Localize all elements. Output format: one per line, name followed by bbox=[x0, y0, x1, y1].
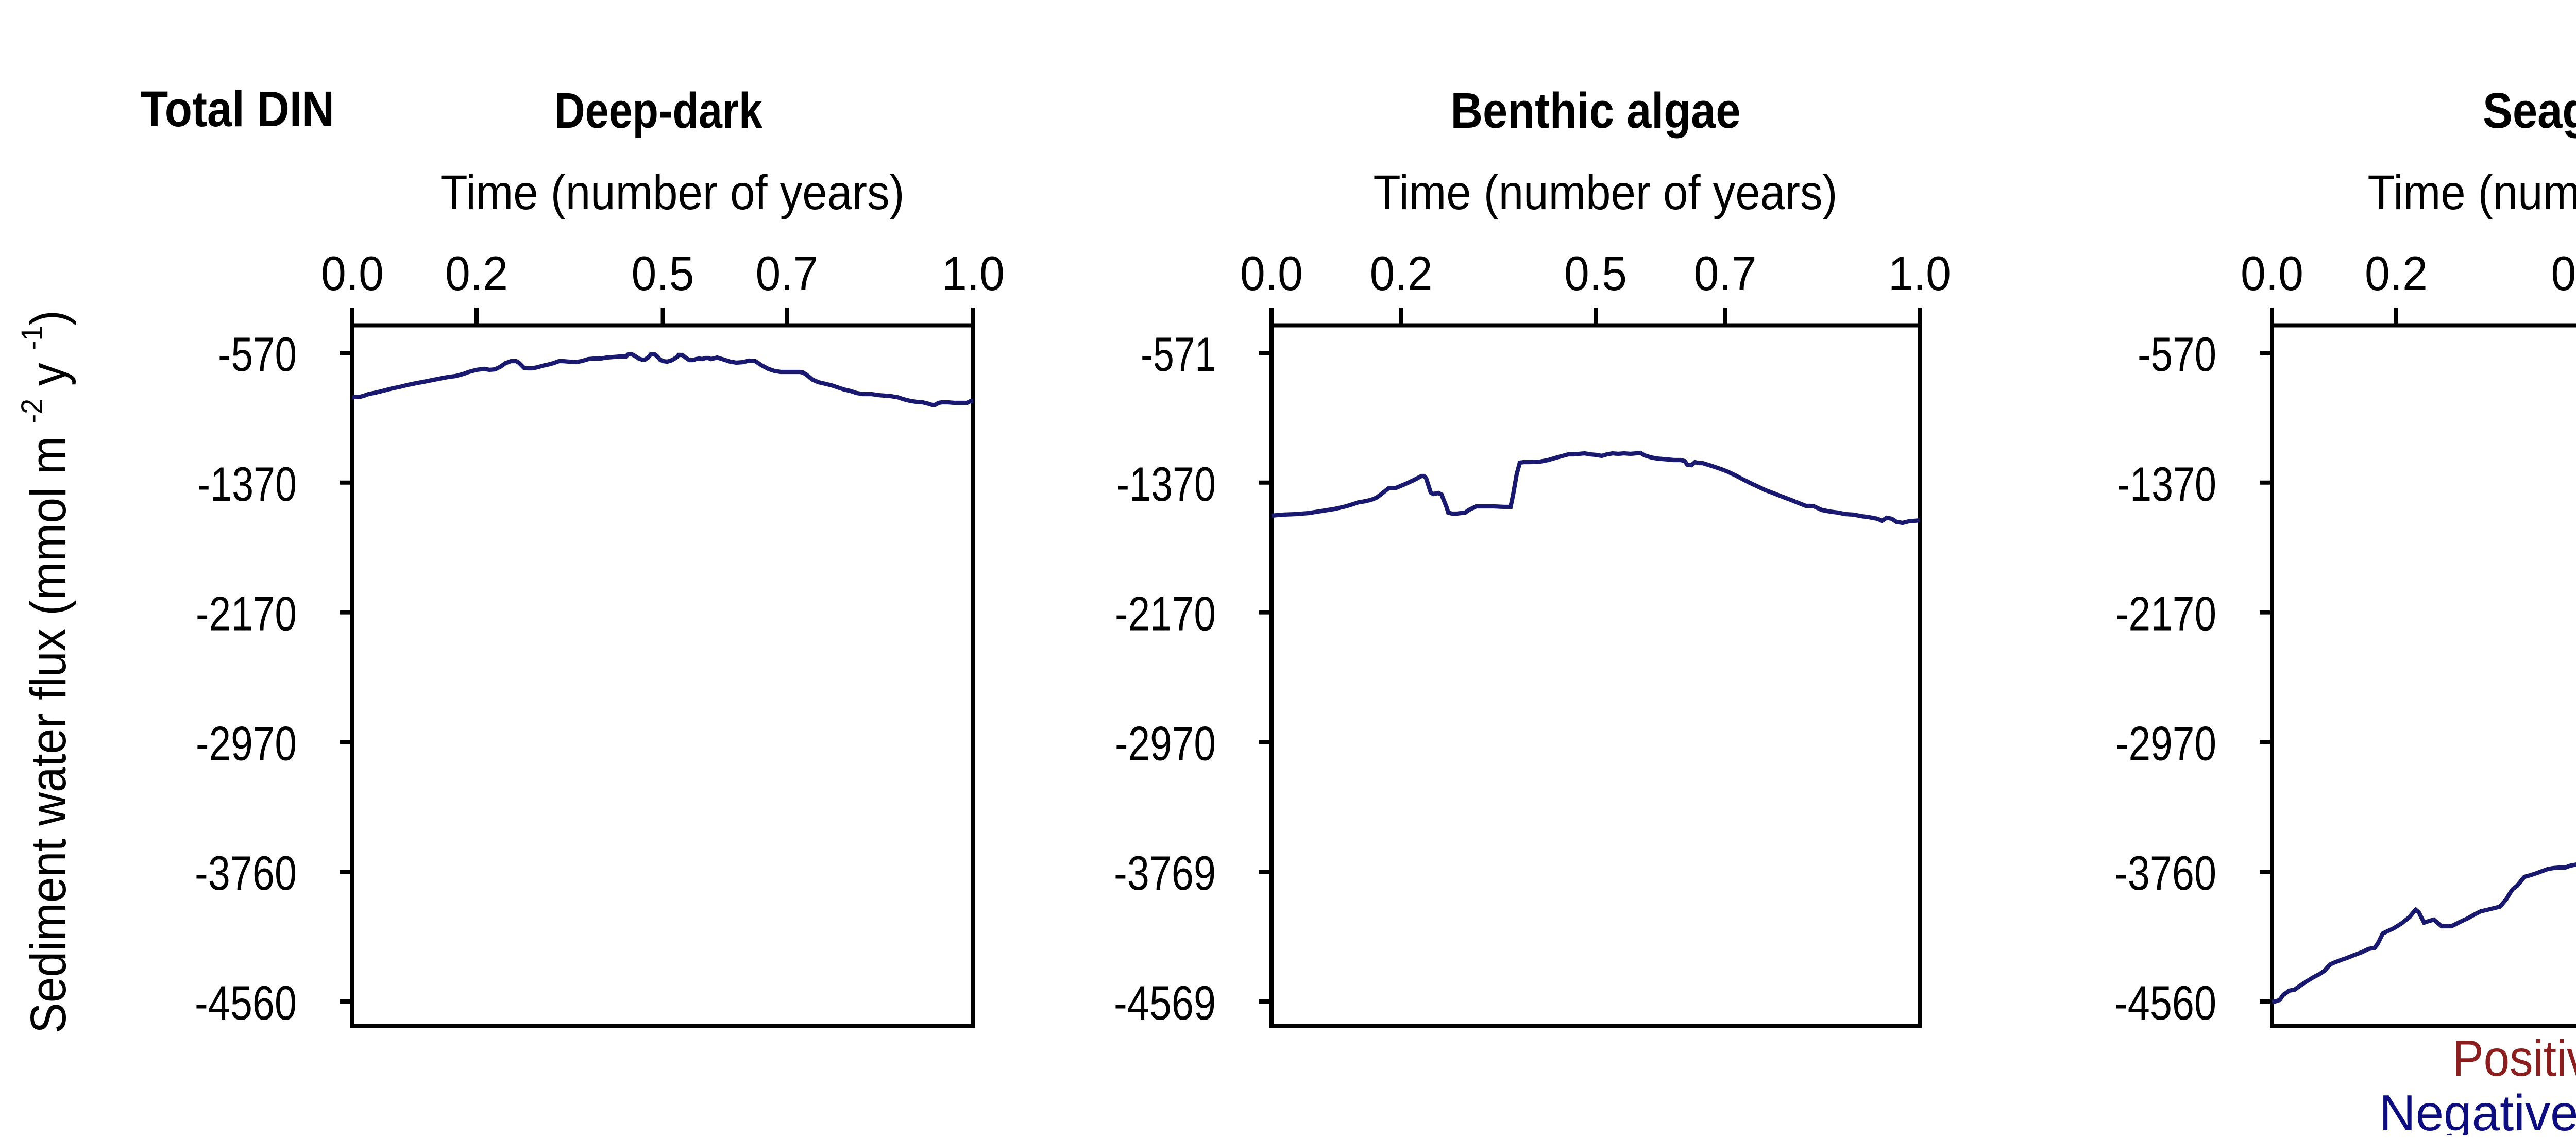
svg-text:-3769: -3769 bbox=[1114, 846, 1216, 900]
svg-text:0.2: 0.2 bbox=[1370, 246, 1433, 300]
svg-text:-1370: -1370 bbox=[197, 457, 297, 511]
svg-text:-2170: -2170 bbox=[1115, 587, 1216, 641]
svg-text:Seagrass: Seagrass bbox=[2483, 82, 2576, 139]
svg-text:-2970: -2970 bbox=[2115, 716, 2216, 770]
svg-text:Positive = into sediment: Positive = into sediment bbox=[2452, 1030, 2576, 1086]
svg-text:Time (number of years): Time (number of years) bbox=[1374, 165, 1838, 220]
svg-text:-2970: -2970 bbox=[196, 716, 297, 770]
svg-text:-4569: -4569 bbox=[1114, 976, 1216, 1030]
svg-text:0.2: 0.2 bbox=[2365, 246, 2428, 300]
svg-text:-571: -571 bbox=[1141, 327, 1216, 381]
svg-text:-4560: -4560 bbox=[2114, 976, 2216, 1030]
svg-text:Total DIN: Total DIN bbox=[141, 81, 334, 137]
svg-text:-3760: -3760 bbox=[195, 846, 297, 900]
svg-text:-1370: -1370 bbox=[1116, 457, 1216, 511]
svg-text:0.5: 0.5 bbox=[2551, 246, 2576, 300]
svg-text:-2170: -2170 bbox=[2115, 587, 2216, 641]
svg-text:1.0: 1.0 bbox=[942, 246, 1005, 300]
svg-text:1.0: 1.0 bbox=[1888, 246, 1951, 300]
svg-text:-570: -570 bbox=[218, 327, 297, 381]
svg-text:Time (number of years): Time (number of years) bbox=[440, 165, 905, 220]
svg-text:0.5: 0.5 bbox=[632, 246, 694, 300]
svg-text:-2970: -2970 bbox=[1115, 716, 1216, 770]
svg-text:-2170: -2170 bbox=[196, 587, 297, 641]
svg-text:Deep-dark: Deep-dark bbox=[554, 82, 763, 139]
svg-text:-3760: -3760 bbox=[2114, 846, 2216, 900]
svg-text:0.7: 0.7 bbox=[756, 246, 819, 300]
svg-text:0.0: 0.0 bbox=[1240, 246, 1303, 300]
svg-text:-1370: -1370 bbox=[2117, 457, 2216, 511]
svg-text:0.7: 0.7 bbox=[1694, 246, 1757, 300]
svg-text:Time (number of years): Time (number of years) bbox=[2368, 165, 2576, 220]
svg-text:Benthic algae: Benthic algae bbox=[1451, 82, 1741, 139]
svg-text:-570: -570 bbox=[2138, 327, 2216, 381]
svg-text:0.2: 0.2 bbox=[445, 246, 508, 300]
svg-text:0.0: 0.0 bbox=[2241, 246, 2303, 300]
svg-text:-4560: -4560 bbox=[195, 976, 297, 1030]
svg-text:Negative = to bottom water: Negative = to bottom water bbox=[2379, 1084, 2576, 1135]
svg-text:0.5: 0.5 bbox=[1564, 246, 1627, 300]
svg-text:0.0: 0.0 bbox=[321, 246, 384, 300]
